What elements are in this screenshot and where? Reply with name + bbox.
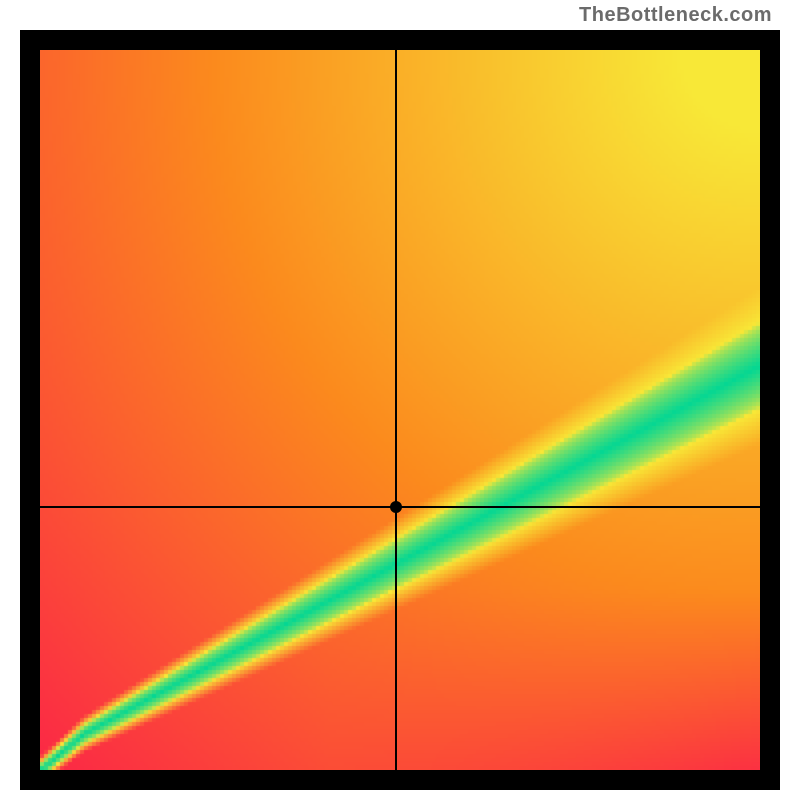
heatmap-canvas xyxy=(40,50,760,770)
crosshair-vertical xyxy=(395,50,397,770)
attribution-text: TheBottleneck.com xyxy=(579,4,772,27)
crosshair-marker xyxy=(390,501,402,513)
plot-frame xyxy=(20,30,780,790)
